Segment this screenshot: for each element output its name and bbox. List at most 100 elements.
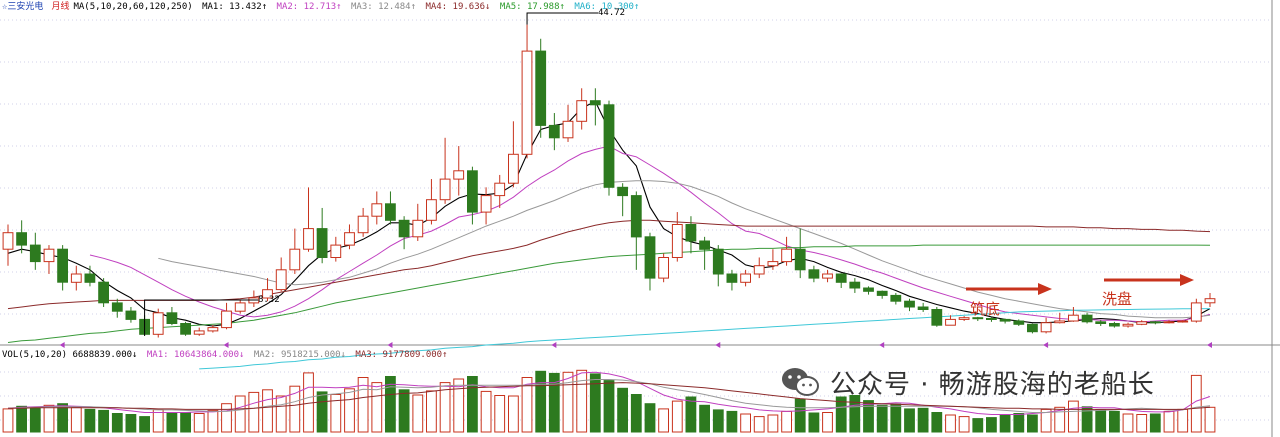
high-low-markers bbox=[144, 12, 598, 336]
volume-bar bbox=[166, 413, 178, 433]
volume-bar bbox=[316, 391, 328, 433]
volume-bar bbox=[794, 398, 806, 433]
candle-body bbox=[876, 290, 888, 296]
candle-body bbox=[999, 318, 1011, 322]
candle-body bbox=[685, 224, 697, 242]
candle-body bbox=[576, 100, 588, 122]
volume-bar bbox=[1109, 410, 1120, 433]
volume-bar bbox=[699, 404, 711, 433]
volume-legend: VOL(5,10,20) 6688839.000↓ MA1: 10643864.… bbox=[2, 349, 452, 361]
candle-body bbox=[972, 317, 984, 320]
candle-body bbox=[289, 248, 301, 271]
volume-bar bbox=[1163, 410, 1175, 433]
candle-body bbox=[794, 248, 806, 271]
volume-bar bbox=[508, 395, 519, 433]
candle-body bbox=[43, 248, 55, 263]
volume-bar bbox=[822, 412, 833, 433]
volume-bar bbox=[849, 395, 861, 433]
period-label[interactable]: 月线 bbox=[51, 2, 70, 12]
ma-line-ma5 bbox=[7, 244, 1211, 343]
candle-body bbox=[508, 153, 519, 184]
candle-body bbox=[1122, 323, 1134, 327]
volume-bar bbox=[248, 391, 260, 433]
candle-body bbox=[917, 306, 929, 310]
low-pointer bbox=[144, 299, 258, 336]
volume-ma-line-ma1 bbox=[7, 371, 1211, 415]
volume-bar bbox=[234, 395, 246, 433]
candle-body bbox=[166, 312, 178, 324]
volume-bar bbox=[371, 382, 383, 433]
candle-body bbox=[1204, 298, 1216, 304]
annotation-arrows bbox=[966, 274, 1194, 295]
volume-bar bbox=[890, 403, 902, 433]
volume-bar bbox=[70, 406, 82, 433]
candle-body bbox=[412, 219, 424, 238]
period-marker bbox=[59, 342, 65, 348]
volume-ma-lines bbox=[7, 371, 1211, 415]
volume-bar bbox=[398, 389, 410, 433]
high-pointer bbox=[526, 12, 598, 25]
candle-body bbox=[904, 300, 915, 308]
volume-bar bbox=[835, 396, 847, 433]
watermark: 公众号 · 畅游股海的老船长 bbox=[780, 362, 1155, 402]
candle-body bbox=[822, 273, 833, 279]
volume-bars[interactable] bbox=[2, 369, 1216, 433]
candle-body bbox=[439, 178, 451, 201]
candle-body bbox=[1027, 323, 1038, 333]
volume-bar bbox=[111, 413, 123, 433]
vol-ma2-value: MA2: 9518215.000↓ bbox=[253, 350, 346, 360]
volume-bar bbox=[289, 385, 301, 433]
candle-body bbox=[521, 50, 533, 155]
volume-bar bbox=[1122, 413, 1134, 433]
candle-body bbox=[1081, 314, 1093, 323]
volume-bar bbox=[207, 409, 219, 433]
candle-body bbox=[1013, 320, 1025, 325]
candle-body bbox=[1163, 321, 1175, 324]
candle-body bbox=[207, 327, 219, 332]
candle-body bbox=[931, 309, 943, 326]
annotation-bottoming: 筑底 bbox=[970, 300, 1001, 318]
volume-bar bbox=[617, 387, 629, 433]
volume-bar bbox=[344, 388, 355, 433]
candle-body bbox=[630, 195, 642, 238]
volume-bar bbox=[904, 408, 915, 433]
volume-bar bbox=[808, 412, 820, 433]
volume-bar bbox=[43, 404, 55, 433]
volume-bar bbox=[1149, 413, 1161, 433]
candle-body bbox=[740, 273, 752, 283]
period-marker bbox=[223, 342, 229, 348]
volume-bar bbox=[548, 372, 560, 433]
volume-bar bbox=[139, 416, 150, 433]
candle-body bbox=[658, 257, 670, 279]
candle-body bbox=[29, 244, 41, 263]
volume-ma-line-ma3 bbox=[8, 382, 1211, 410]
ma5-value: MA5: 17.988↑ bbox=[499, 2, 565, 12]
candle-body bbox=[371, 203, 383, 217]
ma6-value: MA6: 10.300↑ bbox=[574, 2, 640, 12]
ma2-value: MA2: 12.713↑ bbox=[276, 2, 342, 12]
volume-bar bbox=[180, 412, 191, 433]
volume-bar bbox=[439, 382, 451, 433]
candle-body bbox=[344, 232, 355, 246]
volume-bar bbox=[1136, 414, 1148, 433]
volume-bar bbox=[98, 409, 109, 433]
stock-name[interactable]: ☆三安光电 bbox=[2, 2, 44, 12]
candlestick-series[interactable] bbox=[2, 24, 1216, 338]
candle-body bbox=[316, 228, 328, 259]
candle-body bbox=[1068, 314, 1079, 322]
candle-body bbox=[480, 195, 492, 213]
candle-body bbox=[180, 323, 191, 335]
candle-body bbox=[1136, 321, 1148, 325]
candle-body bbox=[453, 170, 465, 180]
vol-value: VOL(5,10,20) 6688839.000↓ bbox=[2, 350, 138, 360]
volume-bar bbox=[917, 407, 929, 433]
vol-ma3-value: MA3: 9177809.000↑ bbox=[355, 350, 448, 360]
candle-body bbox=[1095, 321, 1107, 324]
candle-body bbox=[1054, 320, 1066, 324]
volume-bar bbox=[781, 410, 793, 433]
volume-bar bbox=[221, 403, 232, 433]
candle-body bbox=[426, 199, 437, 221]
volume-bar bbox=[494, 395, 506, 433]
ma-line-ma6 bbox=[199, 308, 1211, 370]
